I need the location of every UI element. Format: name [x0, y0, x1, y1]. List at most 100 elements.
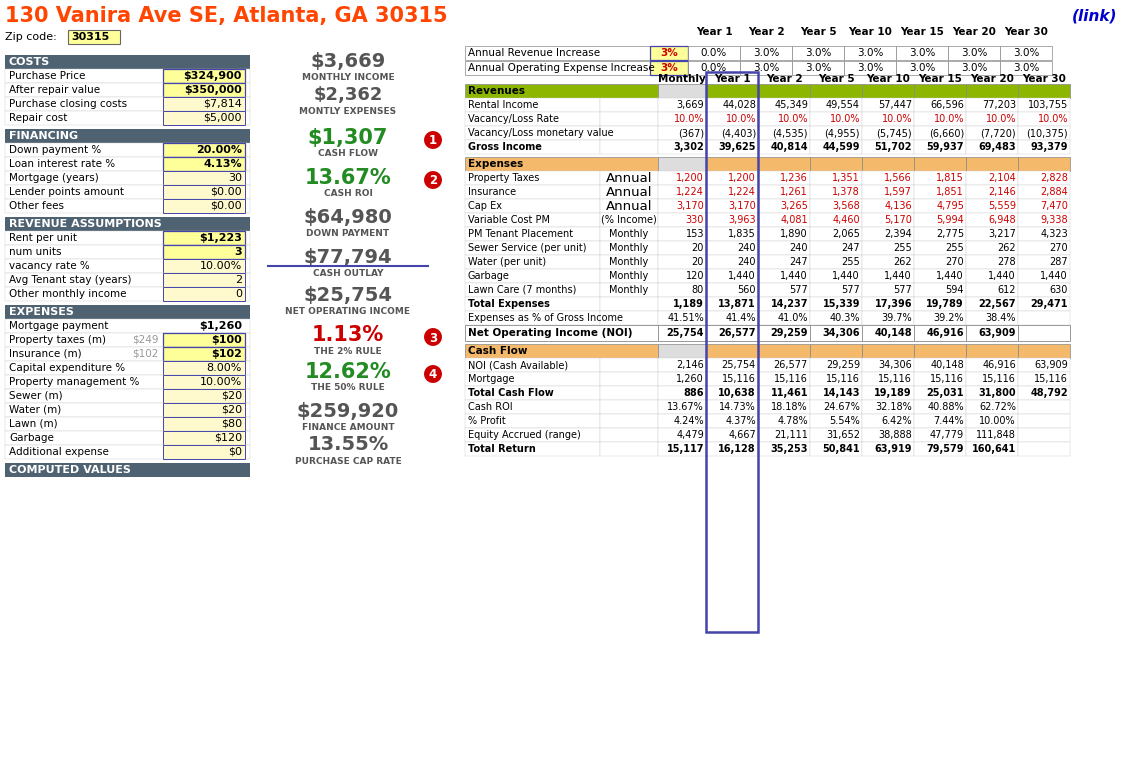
Text: 10.0%: 10.0%: [673, 114, 703, 124]
Bar: [706, 199, 758, 213]
Text: Garbage: Garbage: [9, 433, 54, 443]
Bar: [465, 46, 650, 60]
Bar: [914, 400, 966, 414]
Text: 3,265: 3,265: [780, 201, 808, 211]
Bar: [706, 255, 758, 269]
Text: Total Cash Flow: Total Cash Flow: [468, 388, 554, 398]
Text: 103,755: 103,755: [1028, 100, 1068, 110]
Text: NOI (Cash Available): NOI (Cash Available): [468, 360, 568, 370]
Bar: [163, 143, 245, 157]
Text: Year 20: Year 20: [953, 27, 996, 37]
Text: Garbage: Garbage: [468, 271, 509, 281]
Bar: [657, 283, 706, 297]
Text: 4,081: 4,081: [781, 215, 808, 225]
Text: $0: $0: [228, 447, 242, 457]
Bar: [862, 311, 914, 325]
Text: 6.42%: 6.42%: [882, 416, 912, 426]
Bar: [4, 333, 250, 347]
Bar: [465, 344, 657, 358]
Bar: [1018, 126, 1070, 140]
Bar: [810, 311, 862, 325]
Bar: [862, 171, 914, 185]
Text: 1,440: 1,440: [937, 271, 964, 281]
Bar: [758, 98, 810, 112]
Text: 59,937: 59,937: [927, 142, 964, 152]
Text: $20: $20: [221, 391, 242, 401]
Text: $5,000: $5,000: [203, 113, 242, 123]
Bar: [657, 311, 706, 325]
Text: (5,745): (5,745): [876, 128, 912, 138]
Bar: [966, 386, 1018, 400]
Text: $259,920: $259,920: [297, 402, 399, 421]
Bar: [1018, 297, 1070, 311]
Bar: [600, 213, 657, 227]
Bar: [600, 171, 657, 185]
Text: 2,146: 2,146: [677, 360, 703, 370]
Text: 3.0%: 3.0%: [857, 48, 883, 58]
Bar: [4, 389, 250, 403]
Text: (4,535): (4,535): [773, 128, 808, 138]
Text: Loan interest rate %: Loan interest rate %: [9, 159, 116, 169]
Bar: [758, 442, 810, 456]
Bar: [862, 126, 914, 140]
Bar: [4, 259, 250, 273]
Text: 7.44%: 7.44%: [934, 416, 964, 426]
Text: 3.0%: 3.0%: [804, 48, 831, 58]
Text: 40.3%: 40.3%: [829, 313, 859, 323]
Bar: [810, 386, 862, 400]
Text: 5.54%: 5.54%: [829, 416, 859, 426]
Text: Annual Operating Expense Increase: Annual Operating Expense Increase: [468, 63, 655, 73]
Text: 47,779: 47,779: [930, 430, 964, 440]
Text: 39,625: 39,625: [718, 142, 756, 152]
Bar: [4, 83, 250, 97]
Bar: [706, 185, 758, 199]
Bar: [706, 84, 758, 98]
Bar: [4, 361, 250, 375]
Bar: [862, 325, 914, 341]
Text: 4,323: 4,323: [1040, 229, 1068, 239]
Bar: [657, 372, 706, 386]
Bar: [4, 171, 250, 185]
Text: 3.0%: 3.0%: [753, 48, 779, 58]
Text: 10,638: 10,638: [718, 388, 756, 398]
Bar: [966, 227, 1018, 241]
Bar: [163, 69, 245, 83]
Bar: [914, 241, 966, 255]
Text: $0.00: $0.00: [210, 187, 242, 197]
Text: Other monthly income: Other monthly income: [9, 289, 127, 299]
Text: 31,800: 31,800: [978, 388, 1017, 398]
Text: MONTHLY INCOME: MONTHLY INCOME: [302, 74, 394, 83]
Text: THE 50% RULE: THE 50% RULE: [311, 384, 385, 393]
Bar: [1018, 185, 1070, 199]
Text: 2: 2: [429, 174, 438, 187]
Bar: [758, 255, 810, 269]
Circle shape: [423, 130, 443, 150]
Bar: [163, 111, 245, 125]
Bar: [600, 372, 657, 386]
Bar: [810, 255, 862, 269]
Bar: [1000, 61, 1052, 75]
Text: 15,339: 15,339: [822, 299, 859, 309]
Text: Year 1: Year 1: [714, 74, 751, 84]
Text: 3: 3: [234, 247, 242, 257]
Bar: [1018, 414, 1070, 428]
Text: 63,909: 63,909: [1034, 360, 1068, 370]
Text: 9,338: 9,338: [1040, 215, 1068, 225]
Bar: [810, 185, 862, 199]
Text: 4,479: 4,479: [677, 430, 703, 440]
Text: EXPENSES: EXPENSES: [9, 307, 74, 317]
Bar: [600, 199, 657, 213]
Text: 30315: 30315: [71, 32, 109, 42]
Text: Cash ROI: Cash ROI: [468, 402, 513, 412]
Bar: [810, 269, 862, 283]
Text: 39.7%: 39.7%: [882, 313, 912, 323]
Bar: [657, 227, 706, 241]
Bar: [4, 417, 250, 431]
Text: COSTS: COSTS: [9, 57, 50, 67]
Bar: [465, 157, 657, 171]
Bar: [758, 428, 810, 442]
Bar: [465, 428, 600, 442]
Text: 39.2%: 39.2%: [934, 313, 964, 323]
Bar: [465, 400, 600, 414]
Bar: [4, 55, 250, 69]
